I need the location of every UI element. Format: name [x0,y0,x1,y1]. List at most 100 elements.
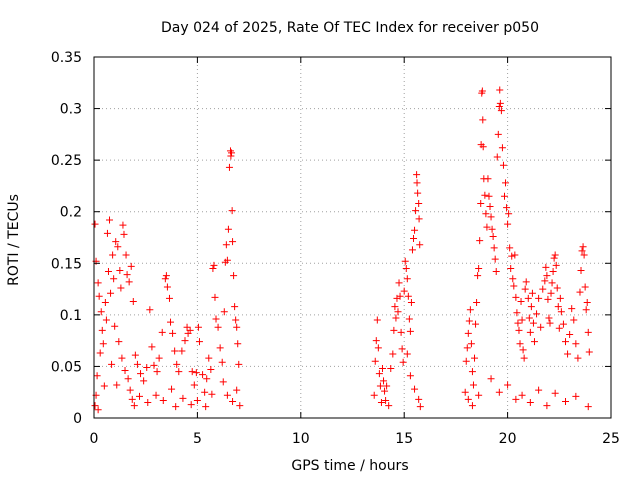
data-point [118,354,126,362]
data-point [478,87,486,95]
data-point [202,403,210,411]
data-point [372,337,380,345]
data-point [518,391,526,399]
data-point [109,251,117,259]
data-point [404,292,412,300]
data-point [535,386,543,394]
data-point [496,99,504,107]
data-point [520,354,528,362]
data-point [493,153,501,161]
y-tick-label: 0.35 [51,50,82,66]
data-point [566,330,574,338]
data-point [562,397,570,405]
data-point [415,215,423,223]
data-point [410,235,418,243]
data-point [194,323,202,331]
data-point [476,237,484,245]
data-point [397,328,405,336]
data-point [391,303,399,311]
data-point [535,294,543,302]
data-point [165,294,173,302]
data-point [167,318,175,326]
data-point [554,303,562,311]
data-point [120,230,128,238]
data-point [490,244,498,252]
data-point [504,220,512,228]
data-point [236,402,244,410]
data-point [218,358,226,366]
data-point [159,396,167,404]
data-point [500,192,508,200]
data-point [576,288,584,296]
data-point [413,171,421,179]
data-point [485,192,493,200]
data-point [585,348,593,356]
data-point [207,366,215,374]
data-point [385,402,393,410]
data-point [373,316,381,324]
data-point [163,283,171,291]
data-point [467,340,475,348]
data-point [568,305,576,313]
x-tick-label: 25 [602,431,620,447]
data-point [126,386,134,394]
data-point [390,326,398,334]
data-point [498,144,506,152]
data-point [497,107,505,115]
data-point [543,402,551,410]
data-point [494,130,502,138]
data-point [398,345,406,353]
data-point [527,303,535,311]
data-point [143,363,151,371]
data-point [396,292,404,300]
data-point [403,350,411,358]
data-point [122,251,130,259]
data-point [583,298,591,306]
data-point [135,392,143,400]
data-point [227,152,235,160]
x-tick-label: 5 [193,431,202,447]
data-point [375,370,383,378]
data-point [113,381,121,389]
data-point [541,277,549,285]
data-point [229,397,237,405]
data-point [175,368,183,376]
data-point [383,382,391,390]
data-point [190,381,198,389]
grid-lines [94,57,611,418]
data-point [98,326,106,334]
data-point [146,306,154,314]
data-point [533,310,541,318]
data-point [543,272,551,280]
data-point [559,320,567,328]
data-point [549,268,557,276]
data-point [158,328,166,336]
x-axis-label: GPS time / hours [291,458,408,474]
data-point [526,399,534,407]
data-point [581,283,589,291]
data-point [572,392,580,400]
data-point [553,284,561,292]
data-point [546,319,554,327]
data-point [235,360,243,368]
data-point [475,391,483,399]
data-point [111,322,119,330]
data-point [584,403,592,411]
data-point [466,306,474,314]
data-point [524,294,532,302]
data-point [472,320,480,328]
data-point [99,340,107,348]
data-point [584,328,592,336]
data-point [172,403,180,411]
data-point [525,314,533,322]
data-point [115,338,123,346]
data-point [224,225,232,233]
data-point [462,357,470,365]
data-point [481,191,489,199]
data-point [521,285,529,293]
data-point [161,275,169,283]
data-point [93,372,101,380]
data-point [130,402,138,410]
data-point [463,344,471,352]
data-point [412,207,420,215]
